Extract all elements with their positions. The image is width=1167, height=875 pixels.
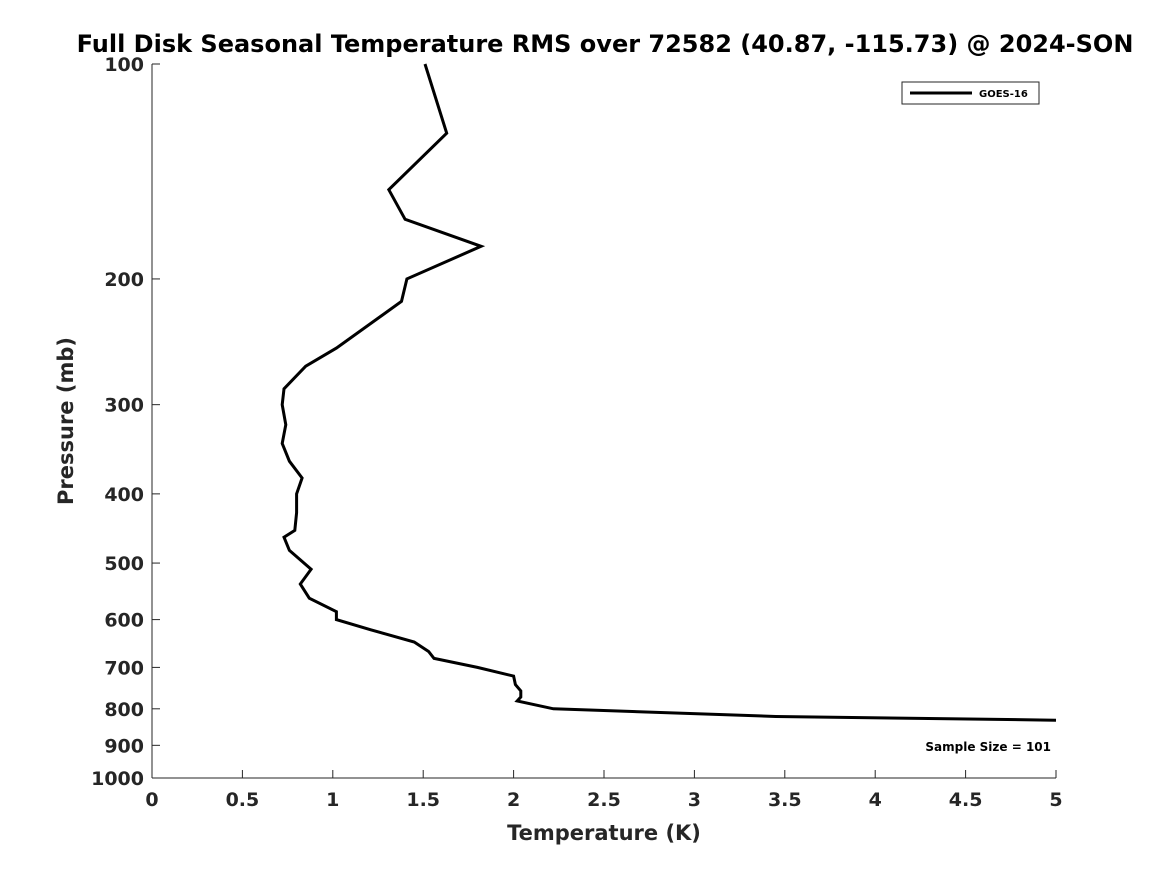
y-tick-label: 300 — [104, 395, 144, 417]
legend-entry-goes-16: GOES-16 — [979, 89, 1028, 100]
x-tick-label: 4.5 — [949, 789, 983, 811]
y-tick-label: 100 — [104, 54, 144, 76]
y-tick-label: 800 — [104, 699, 144, 721]
x-tick-label: 3.5 — [768, 789, 802, 811]
x-tick-label: 3 — [688, 789, 701, 811]
legend: GOES-16 — [901, 81, 1040, 105]
x-tick-label: 2 — [507, 789, 520, 811]
y-tick-label: 1000 — [91, 768, 144, 790]
y-tick-label: 600 — [104, 610, 144, 632]
y-tick-label: 900 — [104, 735, 144, 757]
y-tick-label: 500 — [104, 553, 144, 575]
x-tick-label: 5 — [1049, 789, 1062, 811]
x-tick-label: 1.5 — [406, 789, 440, 811]
x-axis-label: Temperature (K) — [507, 821, 701, 845]
y-tick-label: 700 — [104, 657, 144, 679]
x-tick-label: 4 — [869, 789, 882, 811]
series-lines — [280, 63, 1057, 722]
x-tick-label: 0.5 — [226, 789, 260, 811]
x-ticks: 0 0.5 1 1.5 2 2.5 3 3.5 4 4.5 5 — [145, 770, 1063, 811]
y-tick-label: 400 — [104, 484, 144, 506]
series-line-goes-16 — [280, 63, 1057, 722]
x-tick-label: 0 — [145, 789, 158, 811]
sample-size-annotation: Sample Size = 101 — [925, 740, 1051, 754]
x-tick-label: 1 — [326, 789, 339, 811]
y-axis-label: Pressure (mb) — [54, 337, 78, 505]
y-ticks: 100 200 300 400 500 600 700 800 900 1000 — [91, 54, 160, 790]
chart-title: Full Disk Seasonal Temperature RMS over … — [77, 30, 1134, 58]
x-tick-label: 2.5 — [587, 789, 621, 811]
y-tick-label: 200 — [104, 269, 144, 291]
